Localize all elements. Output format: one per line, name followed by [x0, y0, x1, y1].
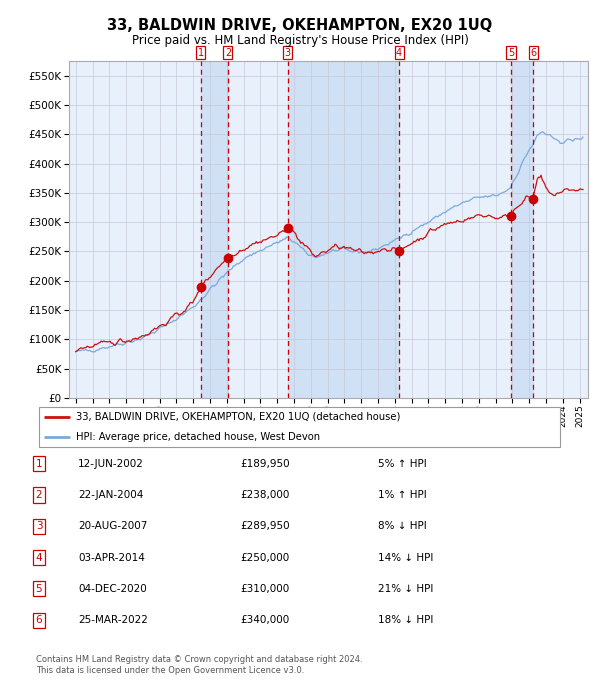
Text: £189,950: £189,950 [240, 459, 290, 469]
Text: 5: 5 [508, 48, 514, 58]
Text: 5: 5 [35, 584, 43, 594]
Text: This data is licensed under the Open Government Licence v3.0.: This data is licensed under the Open Gov… [36, 666, 304, 675]
Text: 8% ↓ HPI: 8% ↓ HPI [378, 522, 427, 531]
Text: 2: 2 [35, 490, 43, 500]
Text: 4: 4 [35, 553, 43, 562]
Text: 04-DEC-2020: 04-DEC-2020 [78, 584, 147, 594]
Text: 20-AUG-2007: 20-AUG-2007 [78, 522, 148, 531]
Text: 03-APR-2014: 03-APR-2014 [78, 553, 145, 562]
Bar [200, 61, 228, 398]
Text: 3: 3 [285, 48, 291, 58]
Text: 1: 1 [197, 48, 204, 58]
FancyBboxPatch shape [38, 407, 560, 447]
Bar [288, 61, 399, 398]
Text: Price paid vs. HM Land Registry's House Price Index (HPI): Price paid vs. HM Land Registry's House … [131, 34, 469, 48]
Text: 14% ↓ HPI: 14% ↓ HPI [378, 553, 433, 562]
Bar [511, 61, 533, 398]
Text: 6: 6 [530, 48, 536, 58]
Text: 21% ↓ HPI: 21% ↓ HPI [378, 584, 433, 594]
Text: HPI: Average price, detached house, West Devon: HPI: Average price, detached house, West… [76, 432, 320, 442]
Text: 6: 6 [35, 615, 43, 625]
Text: 18% ↓ HPI: 18% ↓ HPI [378, 615, 433, 625]
Text: £310,000: £310,000 [240, 584, 289, 594]
Text: 33, BALDWIN DRIVE, OKEHAMPTON, EX20 1UQ: 33, BALDWIN DRIVE, OKEHAMPTON, EX20 1UQ [107, 18, 493, 33]
Text: £250,000: £250,000 [240, 553, 289, 562]
Text: £238,000: £238,000 [240, 490, 289, 500]
Text: 1: 1 [35, 459, 43, 469]
Text: 25-MAR-2022: 25-MAR-2022 [78, 615, 148, 625]
Text: 3: 3 [35, 522, 43, 531]
Text: £289,950: £289,950 [240, 522, 290, 531]
Text: 22-JAN-2004: 22-JAN-2004 [78, 490, 143, 500]
Text: 4: 4 [396, 48, 402, 58]
Text: 12-JUN-2002: 12-JUN-2002 [78, 459, 144, 469]
Text: 2: 2 [225, 48, 231, 58]
Text: 1% ↑ HPI: 1% ↑ HPI [378, 490, 427, 500]
Text: Contains HM Land Registry data © Crown copyright and database right 2024.: Contains HM Land Registry data © Crown c… [36, 655, 362, 664]
Text: £340,000: £340,000 [240, 615, 289, 625]
Text: 5% ↑ HPI: 5% ↑ HPI [378, 459, 427, 469]
Text: 33, BALDWIN DRIVE, OKEHAMPTON, EX20 1UQ (detached house): 33, BALDWIN DRIVE, OKEHAMPTON, EX20 1UQ … [76, 411, 400, 422]
